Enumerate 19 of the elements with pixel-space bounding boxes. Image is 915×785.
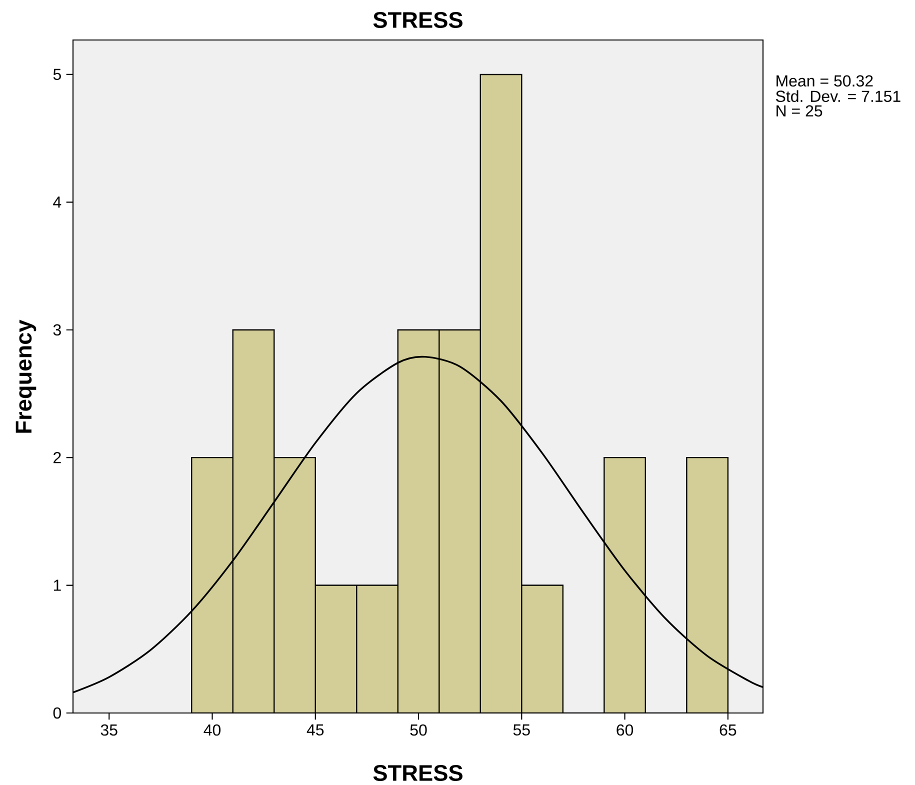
y-tick-label: 5 — [53, 68, 61, 80]
y-tick-label: 1 — [54, 580, 61, 591]
y-tick-label: 4 — [53, 196, 62, 208]
text: N = 25 — [776, 105, 822, 117]
x-tick-label: 45 — [306, 724, 324, 736]
y-tick-label: 2 — [54, 452, 61, 464]
x-tick-label: 40 — [204, 724, 221, 736]
text: Mean = 50.32 — [776, 75, 873, 87]
x-tick-label: 65 — [720, 724, 736, 736]
chart-title: STRESS — [373, 12, 462, 28]
x-tick-label: 60 — [616, 724, 634, 736]
x-tick-label: 55 — [513, 724, 530, 736]
text: Std. Dev. = 7.151 — [776, 90, 900, 102]
y-tick-label: 0 — [53, 707, 62, 719]
y-tick-label: 3 — [53, 324, 61, 336]
x-tick-label: 35 — [100, 724, 118, 736]
y-axis-title: Frequency — [16, 320, 36, 433]
x-axis-title: STRESS — [373, 764, 462, 782]
x-tick-label: 50 — [410, 724, 427, 736]
